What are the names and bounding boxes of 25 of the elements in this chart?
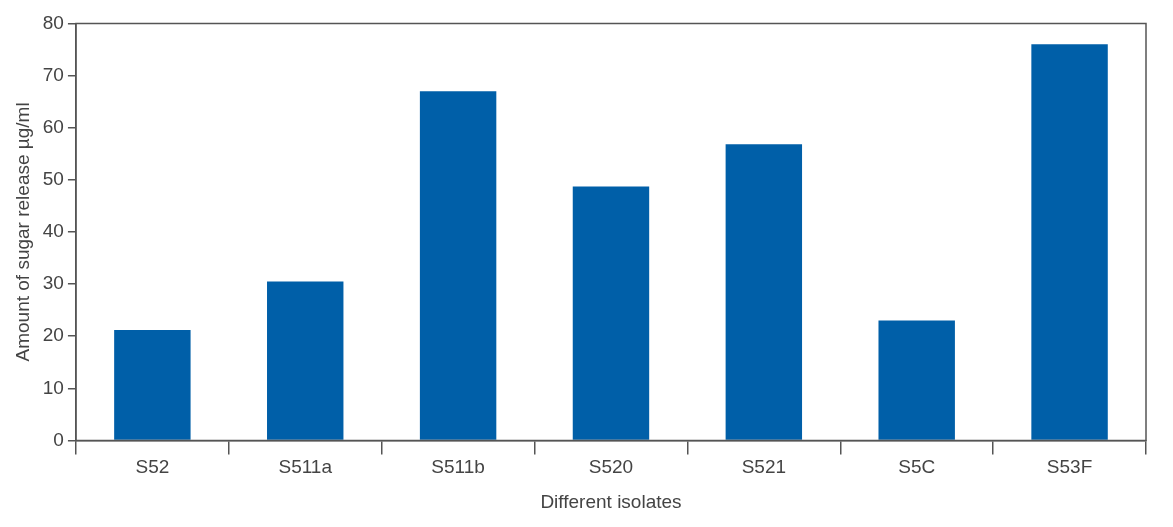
bar bbox=[572, 186, 650, 440]
y-axis-title: Amount of sugar release µg/ml bbox=[11, 102, 33, 362]
x-tick-label: S521 bbox=[741, 456, 787, 478]
bar bbox=[114, 329, 191, 440]
y-tick-label: 20 bbox=[42, 324, 64, 346]
y-tick-label: 50 bbox=[42, 168, 64, 190]
bar bbox=[419, 91, 497, 440]
bar bbox=[1031, 44, 1108, 440]
bar bbox=[267, 281, 344, 440]
x-tick-label: S53F bbox=[1046, 456, 1093, 478]
y-tick-label: 70 bbox=[42, 63, 64, 85]
bar bbox=[725, 144, 803, 440]
y-tick-label: 40 bbox=[42, 220, 64, 242]
y-tick-label: 0 bbox=[53, 428, 64, 450]
x-tick-label: S520 bbox=[588, 456, 634, 478]
x-tick-label: S511a bbox=[278, 456, 333, 478]
y-tick-label: 30 bbox=[42, 272, 64, 294]
x-tick-label: S511b bbox=[431, 456, 485, 478]
y-tick-label: 60 bbox=[42, 115, 64, 137]
y-tick-label: 80 bbox=[42, 11, 64, 33]
bar bbox=[878, 320, 955, 440]
x-tick-label: S52 bbox=[135, 456, 170, 478]
x-axis-title: Different isolates bbox=[540, 490, 682, 512]
x-tick-label: S5C bbox=[898, 456, 936, 478]
y-tick-label: 10 bbox=[42, 376, 64, 398]
